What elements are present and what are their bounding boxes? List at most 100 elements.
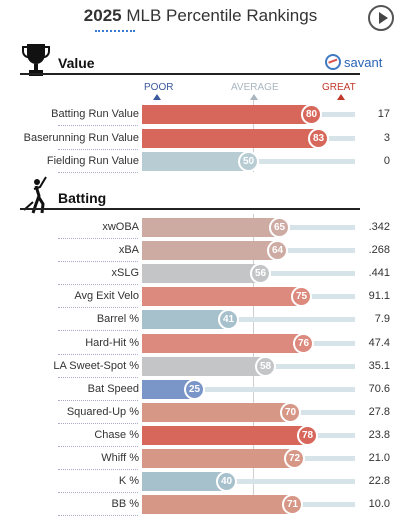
row-leader-dots: [58, 148, 138, 150]
percentile-bubble: 58: [255, 355, 276, 377]
legend-great: GREAT: [322, 82, 356, 93]
percentile-bubble: 56: [250, 263, 271, 285]
legend-great-marker: [337, 94, 345, 100]
play-button[interactable]: [368, 5, 394, 31]
percentile-bar: 78: [142, 424, 355, 446]
percentile-bar: 71: [142, 494, 355, 516]
percentile-bubble: 65: [269, 217, 290, 238]
percentile-bubble: 40: [216, 471, 237, 493]
savant-brand[interactable]: savant: [325, 54, 382, 70]
metric-row[interactable]: xSLG 56 .441: [0, 263, 401, 286]
title-year: 2025: [83, 6, 122, 25]
metric-row[interactable]: K % 40 22.8: [0, 471, 401, 494]
metric-row[interactable]: Batting Run Value 80 17: [0, 104, 401, 127]
metric-value: 21.0: [368, 452, 390, 464]
row-leader-dots: [58, 445, 138, 447]
metric-label: LA Sweet-Spot %: [53, 359, 139, 372]
metric-row[interactable]: Squared-Up % 70 27.8: [0, 401, 401, 425]
batting-section-title: Batting: [58, 190, 107, 206]
percentile-fill: [142, 379, 195, 399]
metric-label: Fielding Run Value: [46, 155, 139, 167]
row-leader-dots: [58, 515, 138, 517]
metric-row[interactable]: Chase % 78 23.8: [0, 424, 401, 448]
percentile-bubble: 76: [293, 332, 314, 354]
metric-value: .342: [368, 221, 390, 233]
page-header: 2025 MLB Percentile Rankings: [0, 0, 401, 40]
row-leader-dots: [58, 353, 138, 355]
metric-value: 7.9: [374, 313, 390, 326]
percentile-bar: 76: [142, 332, 355, 354]
row-leader-dots: [58, 376, 138, 378]
percentile-track: [312, 112, 355, 117]
row-leader-dots: [58, 399, 138, 401]
metric-value: 17: [377, 108, 390, 120]
metric-row[interactable]: Barrel % 41 7.9: [0, 309, 401, 332]
percentile-bar: 64: [142, 240, 355, 262]
percentile-bar: 65: [142, 217, 355, 238]
percentile-fill: [142, 310, 229, 330]
percentile-fill: [142, 495, 293, 515]
metric-label: xBA: [118, 244, 139, 257]
percentile-bubble: 78: [297, 424, 318, 446]
percentile-bar: 80: [142, 104, 355, 125]
row-leader-dots: [58, 238, 138, 239]
metric-row[interactable]: xwOBA 65 .342: [0, 217, 401, 240]
metric-row[interactable]: Hard-Hit % 76 47.4: [0, 332, 401, 356]
metric-label: Chase %: [94, 428, 139, 441]
percentile-track: [266, 363, 355, 369]
metric-row[interactable]: Bat Speed 25 70.6: [0, 378, 401, 402]
metric-value: .268: [368, 244, 390, 257]
metric-row[interactable]: Fielding Run Value 50 0: [0, 151, 401, 174]
metric-row[interactable]: xBA 64 .268: [0, 240, 401, 263]
metric-row[interactable]: LA Sweet-Spot % 58 35.1: [0, 355, 401, 379]
metric-value: 23.8: [368, 428, 390, 441]
percentile-bar: 50: [142, 151, 355, 172]
legend-poor-marker: [153, 94, 161, 100]
percentile-fill: [142, 264, 261, 284]
percentile-track: [229, 317, 355, 323]
percentile-track: [291, 409, 355, 415]
metric-value: 35.1: [368, 359, 390, 372]
title-text: MLB Percentile Rankings: [126, 6, 318, 25]
metric-row[interactable]: Avg Exit Velo 75 91.1: [0, 286, 401, 309]
percentile-bubble: 64: [267, 240, 288, 262]
metric-label: Hard-Hit %: [85, 336, 139, 349]
row-leader-dots: [58, 261, 138, 263]
percentile-bar: 40: [142, 471, 355, 493]
value-section-rule: [20, 73, 360, 75]
metric-row[interactable]: Baserunning Run Value 83 3: [0, 127, 401, 151]
legend-average-marker: [250, 94, 258, 100]
percentile-fill: [142, 152, 249, 171]
percentile-bubble: 75: [291, 286, 312, 308]
percentile-fill: [142, 333, 304, 353]
percentile-fill: [142, 402, 291, 422]
percentile-track: [227, 479, 355, 485]
percentile-bar: 25: [142, 378, 355, 400]
percentile-track: [293, 502, 355, 508]
percentile-bar: 70: [142, 401, 355, 423]
metric-label: xwOBA: [102, 221, 139, 233]
row-leader-dots: [58, 469, 138, 470]
percentile-track: [319, 135, 355, 141]
metric-label: BB %: [111, 498, 139, 511]
metric-value: 70.6: [368, 382, 390, 395]
percentile-bar: 58: [142, 355, 355, 377]
title-underline: [95, 30, 135, 32]
metric-row[interactable]: Whiff % 72 21.0: [0, 448, 401, 471]
metric-value: 27.8: [368, 405, 390, 418]
legend-average: AVERAGE: [231, 82, 279, 93]
percentile-track: [195, 386, 355, 392]
row-leader-dots: [58, 172, 138, 173]
percentile-bubble: 50: [238, 151, 259, 172]
metric-row[interactable]: BB % 71 10.0: [0, 494, 401, 517]
row-leader-dots: [58, 307, 138, 309]
percentile-track: [302, 294, 355, 300]
savant-logo-icon: [325, 54, 341, 70]
percentile-bubble: 71: [282, 494, 303, 516]
percentile-fill: [142, 218, 280, 237]
percentile-fill: [142, 472, 227, 492]
row-leader-dots: [58, 284, 138, 286]
percentile-track: [308, 432, 355, 438]
metric-value: 3: [383, 131, 390, 144]
percentile-bubble: 80: [301, 104, 322, 125]
